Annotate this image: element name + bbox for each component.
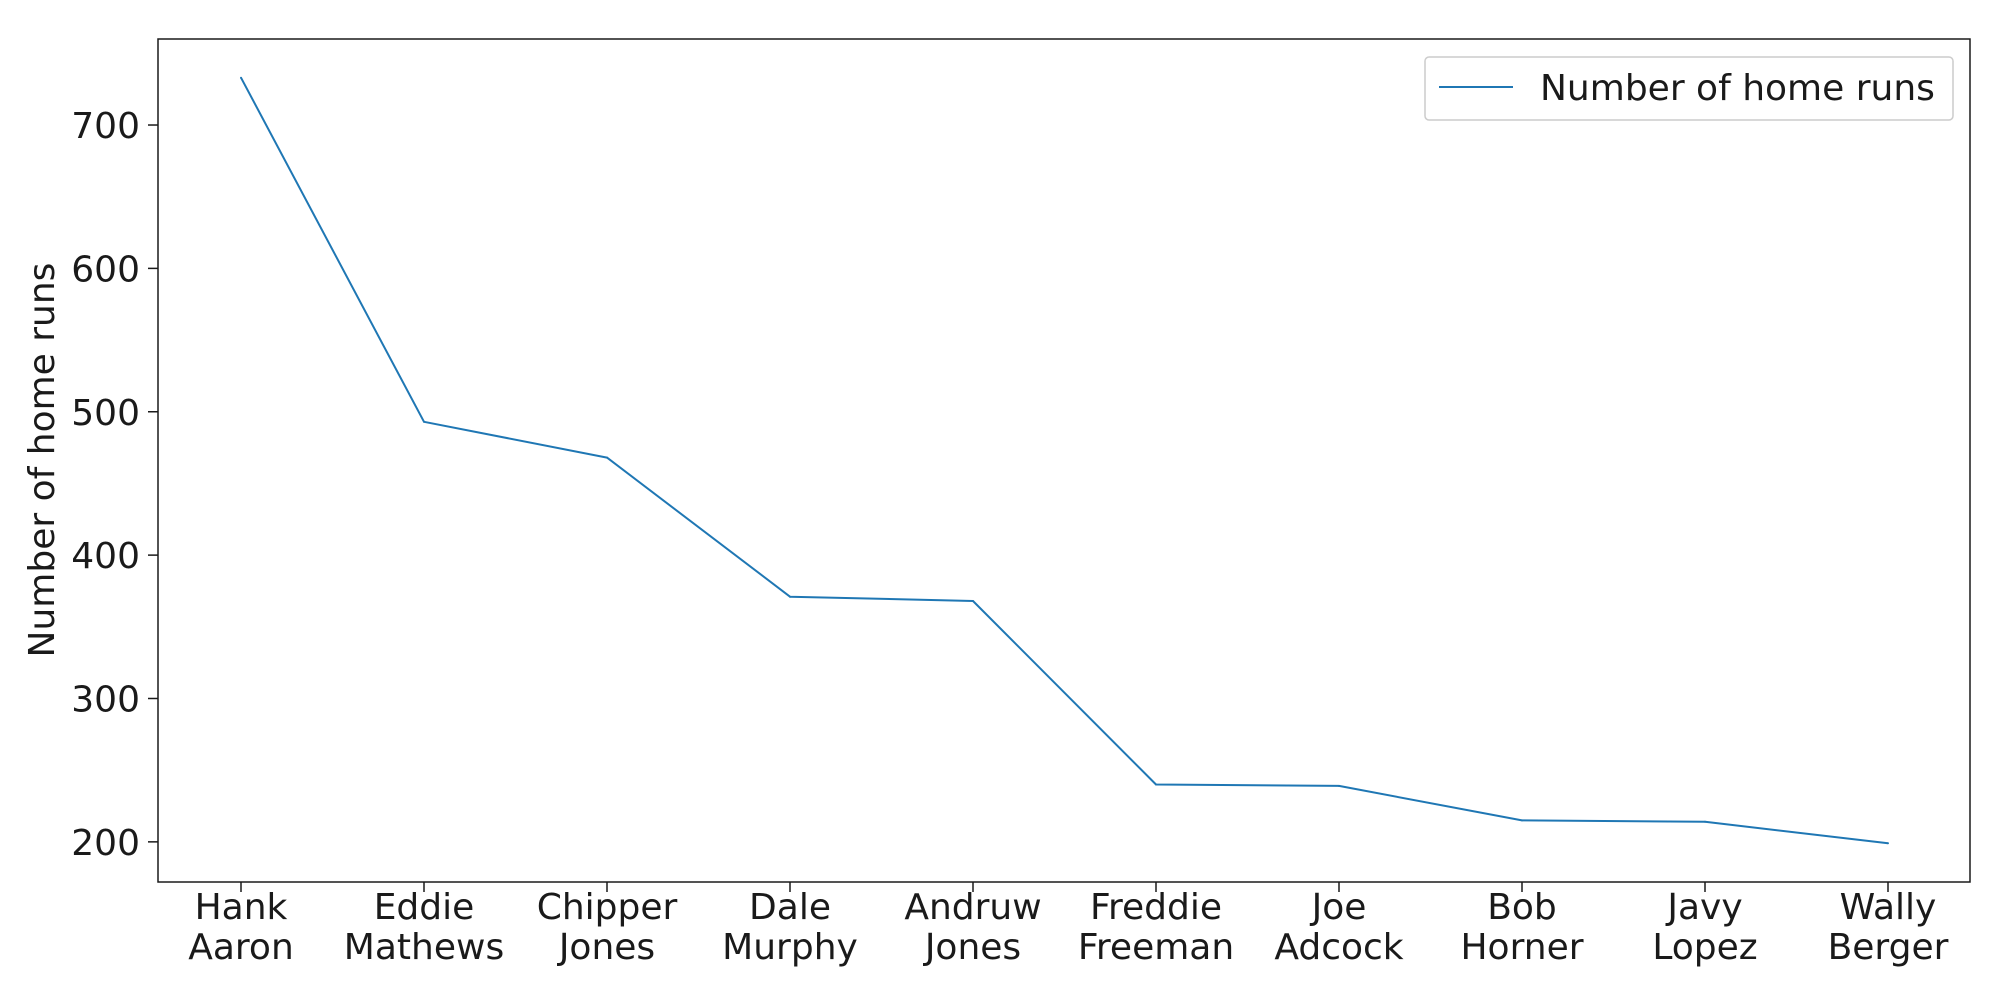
y-tick-label: 700 [71,106,140,147]
x-tick-label: Joe Adcock [1274,887,1403,968]
x-tick-label: Bob Horner [1460,887,1583,968]
x-tick-label: Andruw Jones [904,887,1041,968]
x-tick-label: Chipper Jones [537,887,678,968]
legend-box [1424,56,1954,121]
y-tick-label: 200 [71,823,140,864]
data-point [1887,842,1889,845]
x-axis: Hank Aaron Eddie Mathews Chipper Jones Dale Mur… [188,882,1949,968]
series-layer [240,76,1889,845]
data-point [1521,819,1523,822]
data-point [789,595,791,598]
series-line [240,77,1889,845]
data-point [972,600,974,602]
x-tick-label: Hank Aaron [188,887,294,968]
plot-area [157,38,1971,883]
y-tick-label: 500 [71,393,140,434]
legend-label: Number of home runs [1540,68,1935,109]
y-axis: 200 300 400 500 600 700 [71,106,158,864]
x-tick-label: Freddie Freeman [1078,887,1234,968]
y-axis-label: Number of home runs [22,263,63,658]
x-tick-label: Dale Murphy [722,887,858,968]
data-point [423,420,425,423]
data-point [606,456,608,459]
x-tick-label: Wally Berger [1828,887,1949,968]
y-tick-label: 600 [71,249,140,290]
data-point [240,76,242,79]
data-point [1704,820,1706,823]
legend: Number of home runs [1424,56,1954,121]
data-point [1155,783,1157,786]
x-tick-label: Javy Lopez [1652,887,1757,968]
x-tick-label: Eddie Mathews [344,887,504,968]
y-tick-label: 400 [71,536,140,577]
y-tick-label: 300 [71,679,140,720]
data-point [1338,784,1340,787]
